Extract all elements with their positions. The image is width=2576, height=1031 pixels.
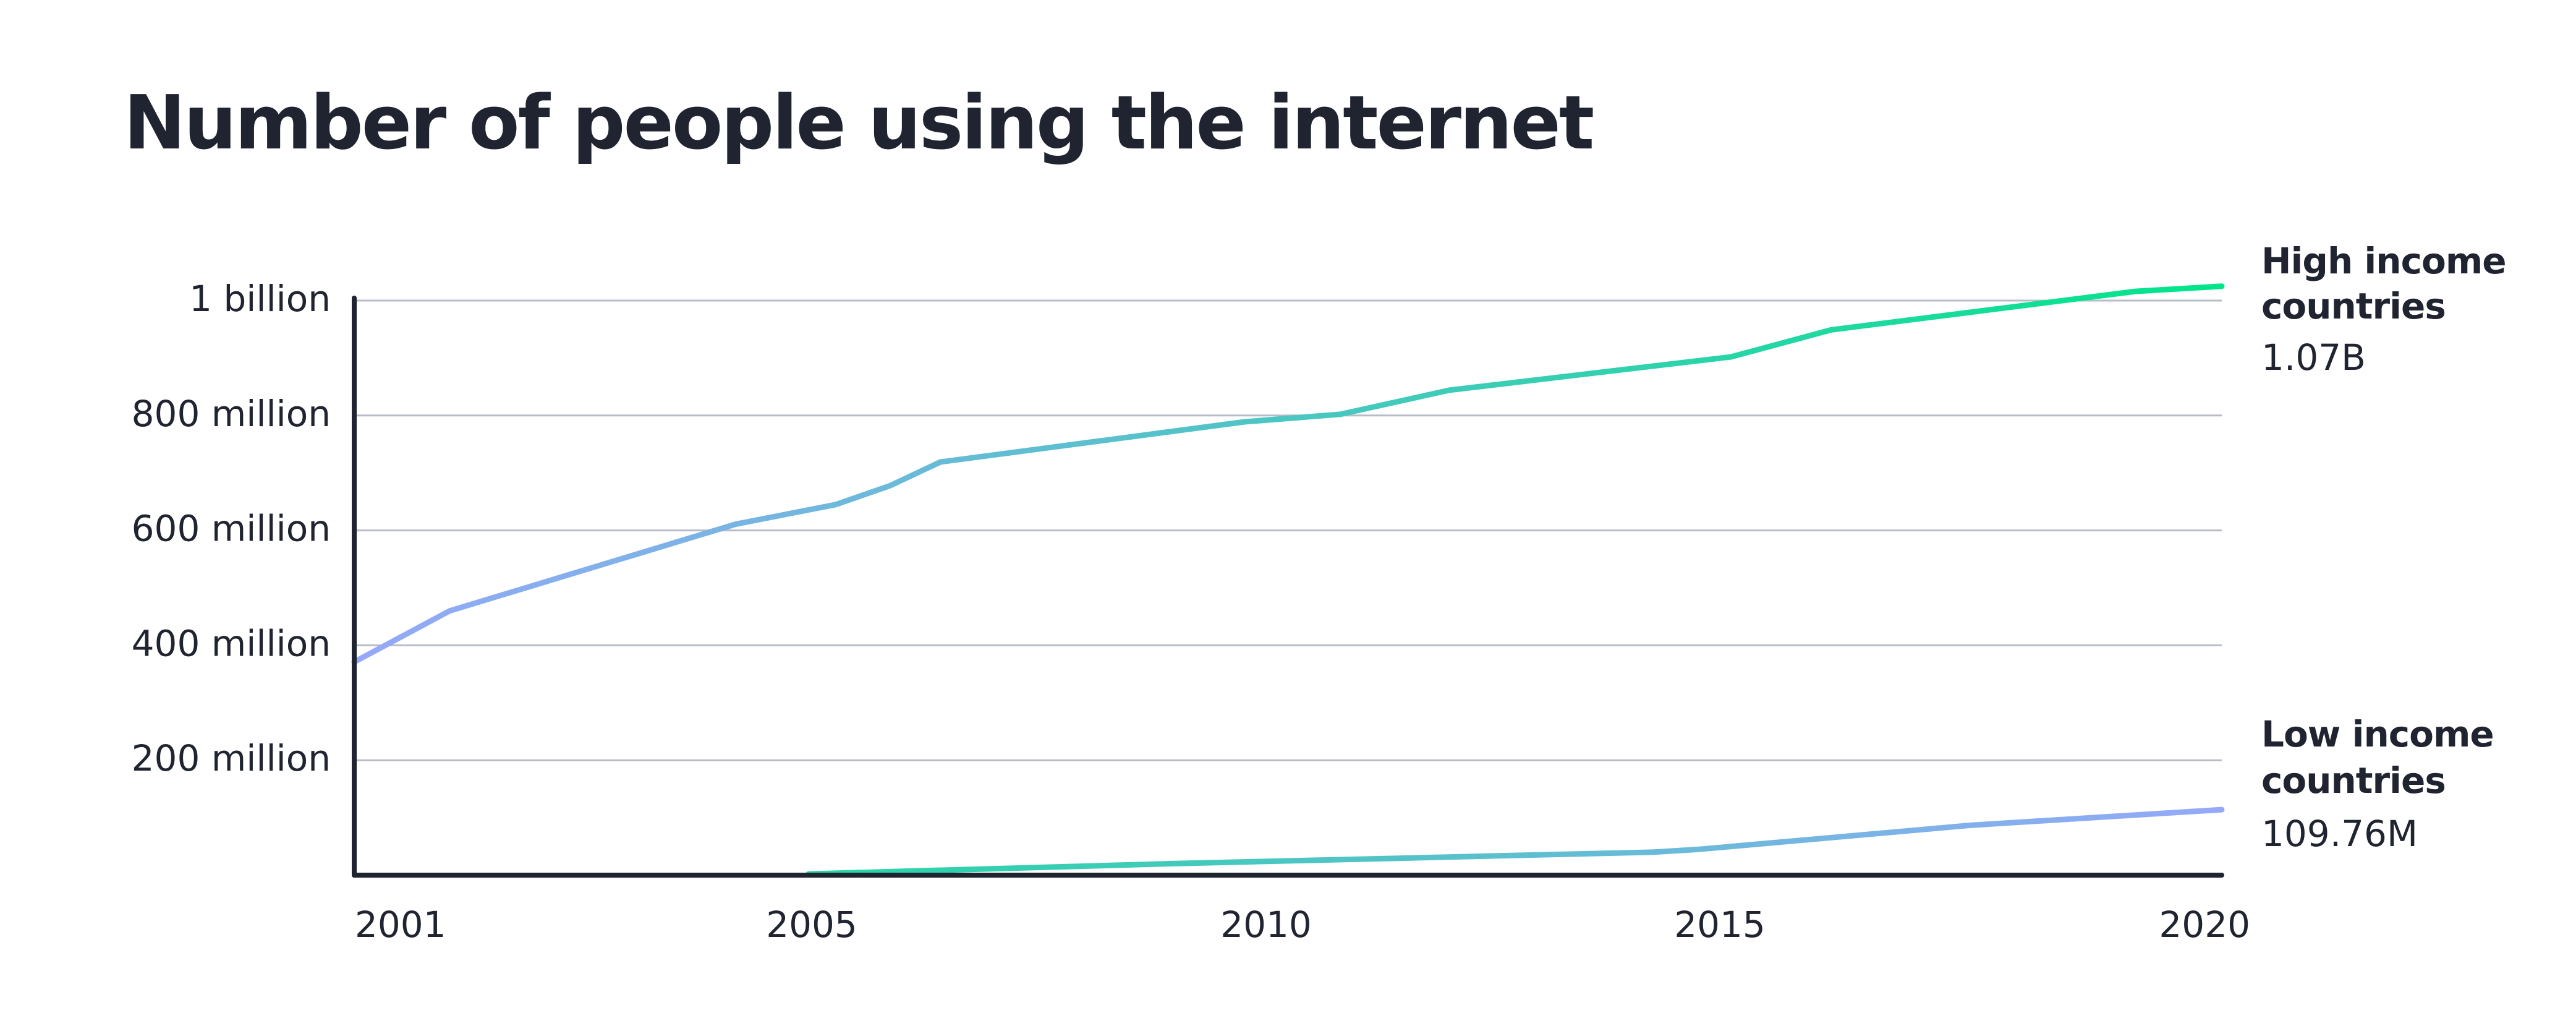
- y-tick-label: 1 billion: [189, 278, 331, 320]
- y-tick-label: 200 million: [132, 737, 331, 779]
- series-name: countries: [2261, 759, 2446, 802]
- y-tick-label: 600 million: [132, 508, 331, 550]
- series-line-low-income: [806, 806, 2225, 877]
- x-axis-labels: 2001 2005 2010 2015 2020: [355, 904, 2250, 946]
- series-name: Low income: [2261, 713, 2494, 755]
- y-tick-label: 800 million: [132, 393, 331, 435]
- axes: [352, 296, 2224, 878]
- series-end-value: 109.76M: [2261, 813, 2418, 855]
- series-line-high-income: [351, 283, 2225, 665]
- x-tick-label: 2020: [2159, 904, 2250, 946]
- x-tick-label: 2010: [1220, 904, 1312, 946]
- x-tick-label: 2001: [355, 904, 446, 946]
- x-tick-label: 2005: [766, 904, 857, 946]
- series-lines: [351, 283, 2225, 877]
- y-axis-labels: 200 million 400 million 600 million 800 mil…: [132, 278, 331, 779]
- series-name: countries: [2261, 285, 2446, 327]
- chart-title: Number of people using the internet: [124, 80, 1594, 166]
- y-tick-label: 400 million: [132, 622, 331, 664]
- series-name: High income: [2261, 240, 2506, 282]
- x-tick-label: 2015: [1674, 904, 1766, 946]
- series-end-value: 1.07B: [2261, 336, 2366, 379]
- gridlines: [354, 299, 2222, 761]
